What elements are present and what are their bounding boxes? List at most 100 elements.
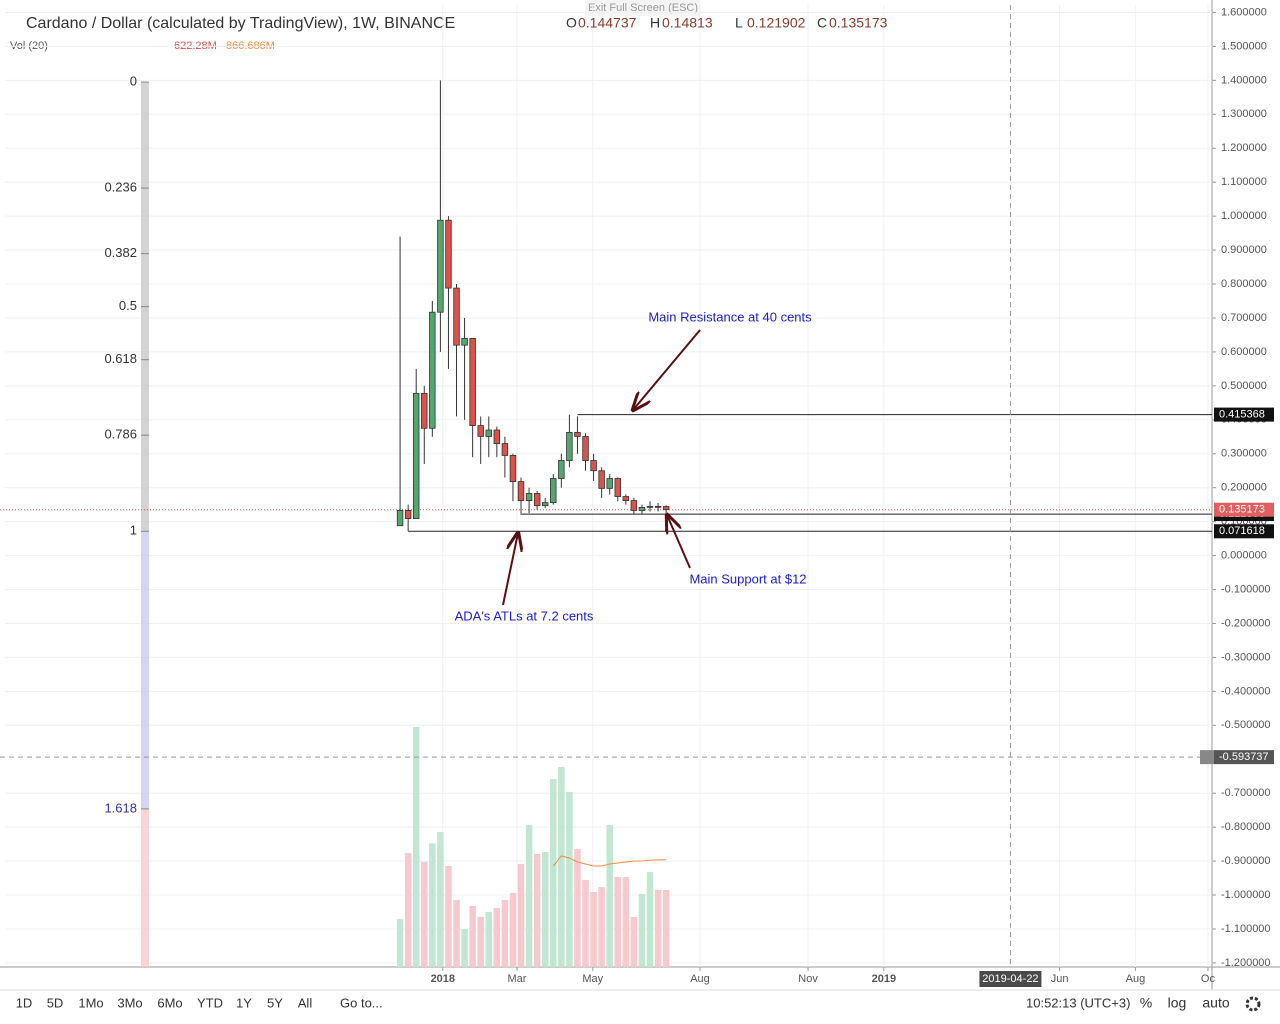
y-tick-label: -0.300000	[1221, 651, 1271, 663]
candle-body	[517, 481, 525, 501]
volume-bar	[429, 843, 436, 967]
x-tick-label: May	[582, 973, 603, 985]
volume-bar	[469, 905, 476, 967]
range-button[interactable]: 6Mo	[157, 995, 182, 1010]
fib-label: 0.5	[119, 298, 137, 313]
axis-option[interactable]: auto	[1202, 995, 1229, 1011]
y-tick-label: -0.700000	[1221, 787, 1271, 799]
candle-body	[477, 425, 484, 437]
x-tick-label: Nov	[798, 973, 818, 985]
candle-body	[469, 337, 476, 426]
volume-bar	[485, 912, 492, 967]
y-tick-label: 0.600000	[1221, 346, 1267, 358]
settings-icon[interactable]	[1245, 996, 1261, 1012]
range-button[interactable]: 5D	[47, 995, 64, 1010]
candle-body	[404, 510, 412, 519]
volume-bar	[646, 872, 654, 967]
y-tick-label: 0.500000	[1221, 380, 1267, 392]
candle-body	[646, 505, 654, 508]
fib-label: 0.786	[104, 427, 137, 442]
volume-bar	[533, 854, 541, 967]
y-tick-label: 1.400000	[1221, 74, 1267, 86]
candle-body	[493, 429, 501, 444]
goto[interactable]: Go to...	[340, 995, 383, 1010]
range-button[interactable]: 1Y	[236, 995, 252, 1010]
axis-option[interactable]: log	[1168, 995, 1187, 1011]
candle-body	[582, 436, 589, 461]
candle-body	[622, 496, 630, 501]
range-button[interactable]: 5Y	[267, 995, 283, 1010]
ohlc-letter: O	[566, 15, 577, 31]
range-button[interactable]: All	[298, 995, 313, 1010]
candle-body	[525, 493, 533, 501]
volume-bar	[493, 907, 501, 967]
clock: 10:52:13 (UTC+3)	[1026, 995, 1130, 1010]
y-tick-label: -0.100000	[1221, 583, 1271, 595]
x-tick-label: 2018	[431, 973, 455, 985]
volume-bar	[590, 892, 597, 967]
range-button[interactable]: 1D	[16, 995, 33, 1010]
annotation-arrow	[667, 515, 691, 569]
y-tick-label: 1.000000	[1221, 210, 1267, 222]
y-tick-label: -0.900000	[1221, 855, 1271, 867]
candle-body	[638, 506, 646, 511]
axis-option[interactable]: %	[1140, 995, 1152, 1011]
crosshair-x-label: 2019-04-22	[982, 973, 1038, 985]
fib-band	[141, 808, 149, 967]
price-tag	[1214, 502, 1274, 517]
candle-body	[412, 392, 420, 519]
y-tick-label: -1.100000	[1221, 923, 1271, 935]
volume-bar	[453, 900, 460, 967]
fib-label: 0	[130, 73, 137, 88]
y-tick-label: 1.600000	[1221, 6, 1267, 18]
annotation-arrow	[502, 533, 518, 606]
range-button[interactable]: 3Mo	[117, 995, 142, 1010]
volume-bar	[501, 900, 509, 967]
volume-bar	[622, 877, 630, 967]
chart-title: Cardano / Dollar (calculated by TradingV…	[26, 15, 455, 32]
fib-label: 1.618	[104, 800, 137, 815]
candle-body	[437, 219, 444, 313]
ohlc-value: 0.121902	[747, 15, 806, 31]
volume-bar	[662, 889, 670, 967]
volume-bar	[412, 726, 420, 967]
y-tick-label: 0.900000	[1221, 244, 1267, 256]
volume-bar	[541, 852, 549, 967]
price-tag	[1214, 407, 1274, 422]
volume-bar	[437, 832, 444, 967]
fib-label: 1	[130, 523, 137, 538]
x-tick-label: Aug	[1126, 973, 1146, 985]
volume-bar	[525, 825, 533, 967]
exit-fullscreen-label[interactable]: Exit Full Screen (ESC)	[588, 2, 698, 14]
volume-bar	[396, 918, 404, 967]
y-tick-label: 0.800000	[1221, 278, 1267, 290]
y-tick-label: -0.500000	[1221, 719, 1271, 731]
volume-bar	[630, 917, 638, 967]
price-tag	[1214, 750, 1274, 765]
candle-body	[509, 455, 517, 482]
candle-body	[590, 460, 597, 472]
crosshair-x-tag	[979, 971, 1042, 987]
volume-bar	[566, 792, 573, 967]
volume-ma	[552, 855, 667, 867]
volume-bar	[654, 889, 662, 967]
y-tick-label: 0.700000	[1221, 312, 1267, 324]
volume-bar	[614, 877, 621, 967]
candle-body	[485, 429, 492, 437]
candle-body	[606, 478, 613, 489]
candle-body	[533, 493, 541, 507]
candle-body	[429, 311, 436, 429]
candle-body	[654, 505, 662, 508]
y-tick-label: 0.300000	[1221, 448, 1267, 460]
y-tick-label: -0.800000	[1221, 821, 1271, 833]
candle-body	[461, 337, 468, 346]
volume-bar	[598, 887, 605, 967]
candle-body	[662, 506, 670, 511]
range-button[interactable]: 1Mo	[78, 995, 103, 1010]
y-tick-label: 1.300000	[1221, 108, 1267, 120]
y-tick-label: -0.200000	[1221, 617, 1271, 629]
range-button[interactable]: YTD	[197, 995, 223, 1010]
candle-body	[445, 219, 452, 289]
candle-body	[566, 431, 573, 461]
